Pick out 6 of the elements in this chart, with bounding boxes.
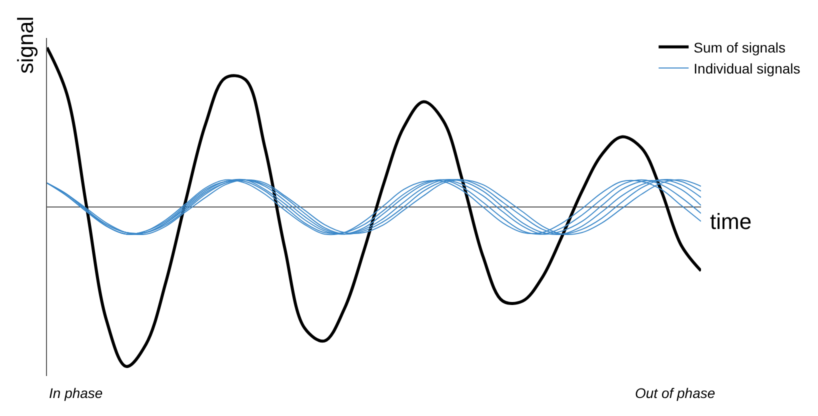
x-axis-title: time — [710, 209, 752, 234]
legend-label: Individual signals — [694, 60, 800, 76]
y-axis-title: signal — [13, 16, 38, 74]
text: In phase — [49, 385, 103, 401]
text: Out of phase — [635, 385, 716, 401]
legend-label: Sum of signals — [694, 39, 786, 56]
